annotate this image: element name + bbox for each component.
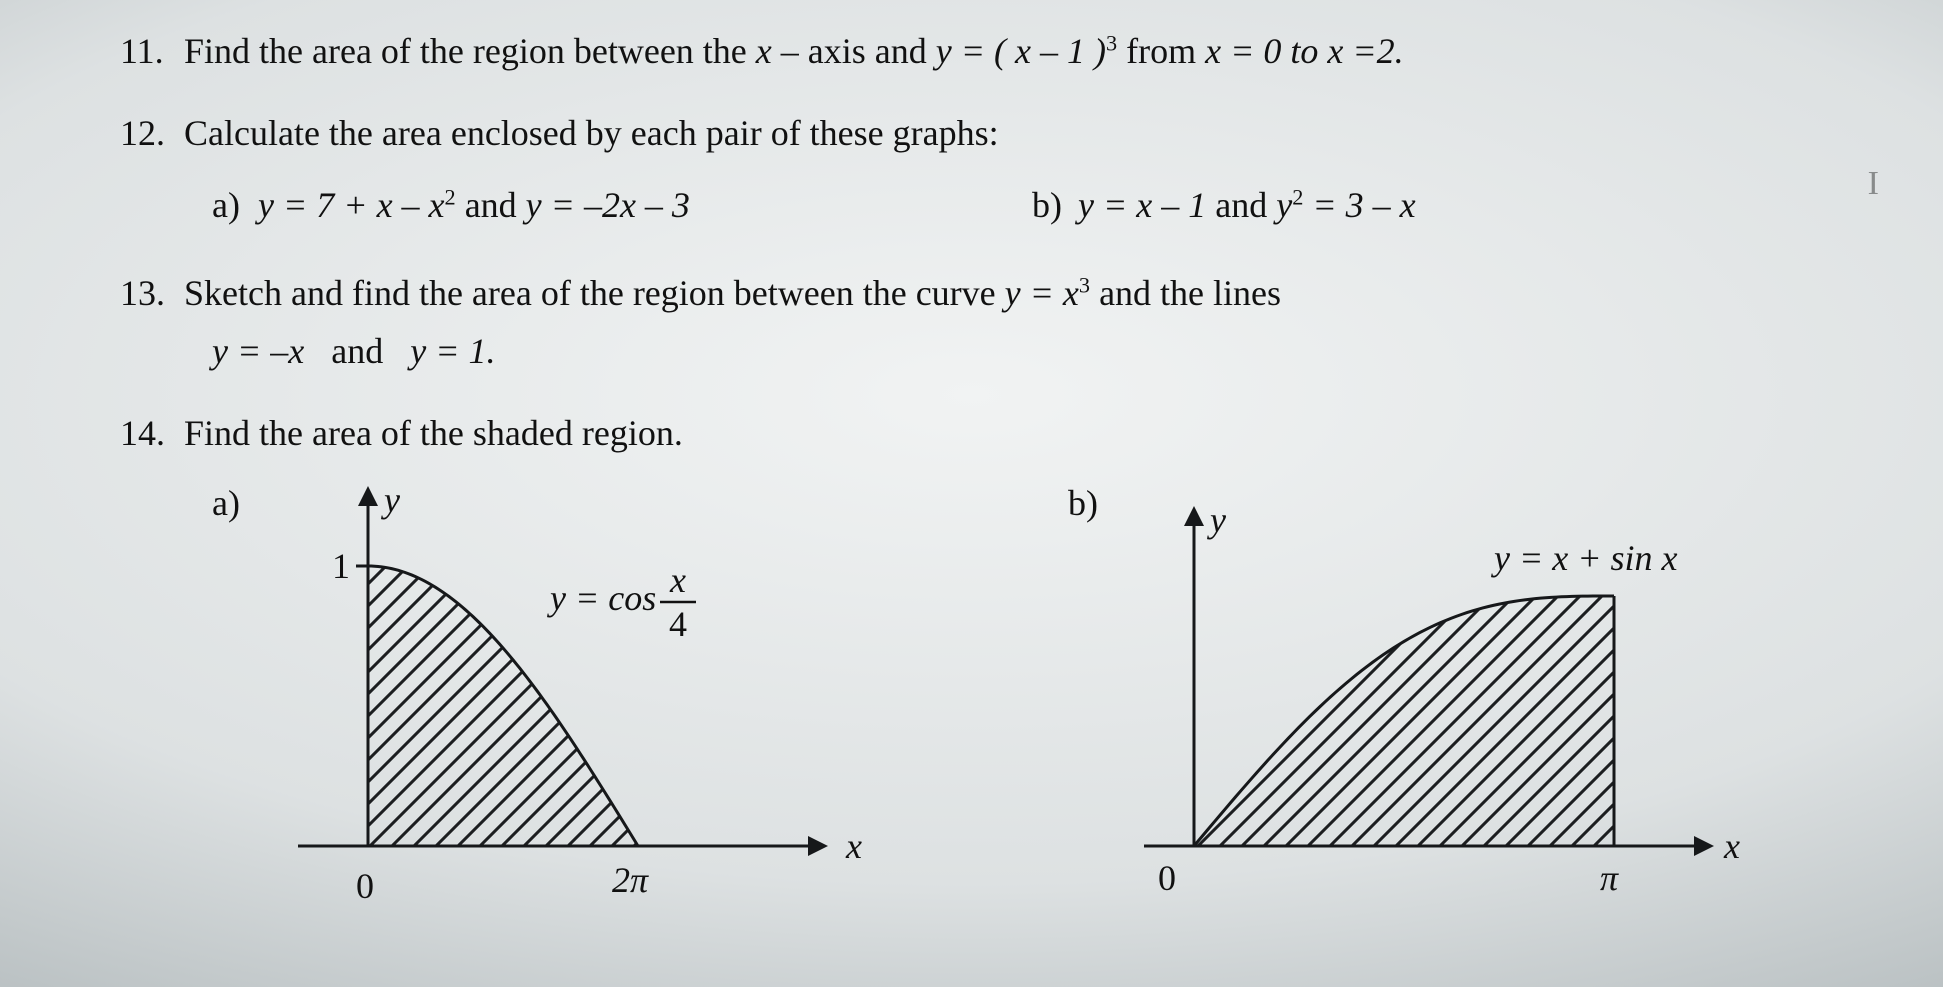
svg-text:2π: 2π: [612, 860, 649, 900]
svg-text:y: y: [1207, 500, 1226, 540]
q11-post2: from: [1117, 31, 1205, 71]
q14a-graph: y102πxy = cosx4: [258, 466, 878, 926]
q12b-mid: and: [1206, 185, 1276, 225]
q14-graphs: a) y102πxy = cosx4 b) y0πxy = x + sin x: [120, 466, 1823, 926]
q14: 14. Find the area of the shaded region.: [120, 406, 1823, 460]
q12b-eqs: y = x – 1 and y2 = 3 – x: [1078, 178, 1416, 232]
q12a-label: a): [212, 178, 258, 232]
q11-text: Find the area of the region between the …: [184, 24, 1404, 78]
q12: 12. Calculate the area enclosed by each …: [120, 106, 1823, 160]
svg-text:0: 0: [356, 866, 374, 906]
q13-l2b: y = 1.: [410, 331, 495, 371]
q12a-p1: 2: [445, 185, 456, 210]
svg-text:x: x: [1723, 826, 1740, 866]
q11: 11. Find the area of the region between …: [120, 24, 1823, 78]
q14b-label: b): [1068, 466, 1114, 926]
q11-pre: Find the area of the region between the: [184, 31, 756, 71]
q12a-mid: and: [456, 185, 526, 225]
q13-l2a: y = –x: [212, 331, 304, 371]
svg-text:y = x + sin x: y = x + sin x: [1491, 538, 1678, 578]
q11-post1: – axis and: [772, 31, 936, 71]
svg-text:y: y: [381, 480, 400, 520]
q14a: a) y102πxy = cosx4: [212, 466, 878, 926]
q12b-label: b): [1032, 178, 1078, 232]
q11-eq: y = ( x – 1 ): [936, 31, 1106, 71]
q13-eq: y = x: [1005, 273, 1079, 313]
q11-range: x = 0 to x =2.: [1205, 31, 1404, 71]
q14a-label: a): [212, 466, 258, 926]
q12b-e2s: = 3 – x: [1303, 185, 1415, 225]
q12-number: 12.: [120, 106, 184, 160]
q14b: b) y 0 π x y = x + sin x: [1068, 466, 1754, 926]
q12b-p2: 2: [1292, 185, 1303, 210]
q13-post: and the lines: [1090, 273, 1281, 313]
svg-text:x: x: [845, 826, 862, 866]
q13-text: Sketch and find the area of the region b…: [184, 266, 1281, 320]
q12-parts: a) y = 7 + x – x2 and y = –2x – 3 b) y =…: [120, 178, 1823, 232]
q13-pre: Sketch and find the area of the region b…: [184, 273, 1005, 313]
q13-number: 13.: [120, 266, 184, 320]
q12a-e2: y = –2x – 3: [526, 185, 690, 225]
svg-text:x: x: [669, 560, 686, 600]
q13: 13. Sketch and find the area of the regi…: [120, 266, 1823, 320]
q12b-e1: y = x – 1: [1078, 185, 1206, 225]
q12-text: Calculate the area enclosed by each pair…: [184, 106, 999, 160]
q14-text: Find the area of the shaded region.: [184, 406, 683, 460]
q14b-graph: y 0 π x y = x + sin x: [1114, 466, 1754, 926]
handwritten-mark: I: [1868, 158, 1879, 209]
q12b-yvar: y: [1276, 185, 1292, 225]
q11-number: 11.: [120, 24, 184, 78]
q11-xvar: x: [756, 31, 772, 71]
q12a: a) y = 7 + x – x2 and y = –2x – 3: [212, 178, 932, 232]
q14-number: 14.: [120, 406, 184, 460]
svg-text:4: 4: [669, 604, 687, 644]
svg-text:π: π: [1600, 858, 1619, 898]
svg-text:0: 0: [1158, 858, 1176, 898]
q11-power: 3: [1106, 31, 1117, 56]
svg-text:1: 1: [332, 546, 350, 586]
q12a-eqs: y = 7 + x – x2 and y = –2x – 3: [258, 178, 690, 232]
svg-text:y = cos: y = cos: [547, 578, 656, 618]
q13-power: 3: [1079, 273, 1090, 298]
q12b: b) y = x – 1 and y2 = 3 – x: [1032, 178, 1416, 232]
q13-and: and: [331, 331, 383, 371]
q13-line2: y = –x and y = 1.: [120, 324, 1823, 378]
q12a-e1: y = 7 + x – x: [258, 185, 445, 225]
